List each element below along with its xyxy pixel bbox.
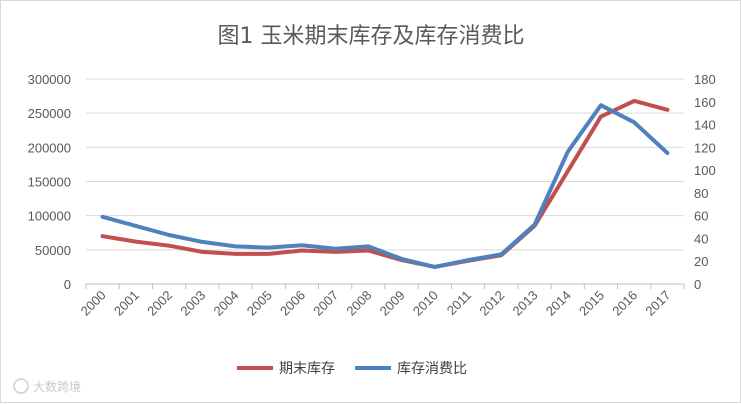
right-tick-label: 60: [694, 209, 708, 224]
x-tick-label: 2013: [510, 288, 541, 319]
left-tick-label: 100000: [28, 209, 71, 224]
x-tick-label: 2014: [543, 288, 574, 319]
series-layer: [103, 101, 668, 267]
x-tick-label: 2012: [476, 288, 507, 319]
x-tick-label: 2000: [78, 288, 109, 319]
gridlines: [86, 79, 684, 250]
right-tick-label: 0: [694, 277, 701, 292]
x-tick-label: 2006: [277, 288, 308, 319]
right-tick-label: 120: [694, 140, 716, 155]
x-tick-label: 2008: [343, 288, 374, 319]
x-tick-label: 2016: [609, 288, 640, 319]
x-tick-label: 2011: [444, 288, 474, 318]
left-tick-label: 300000: [28, 72, 71, 87]
x-tick-label: 2015: [576, 288, 607, 319]
series-line-ending-stocks: [103, 101, 668, 267]
x-tick-label: 2003: [177, 288, 208, 319]
watermark-text: 大数跨境: [33, 379, 81, 394]
x-tick-label: 2009: [377, 288, 408, 319]
x-tick-label: 2004: [211, 288, 242, 319]
watermark-logo-icon: [14, 379, 28, 393]
x-tick-label: 2005: [244, 288, 275, 319]
right-tick-label: 100: [694, 163, 716, 178]
watermark: 大数跨境: [14, 379, 81, 394]
right-tick-label: 140: [694, 118, 716, 133]
left-tick-label: 250000: [28, 106, 71, 121]
right-tick-label: 80: [694, 186, 708, 201]
x-tick-label: 2001: [111, 288, 142, 319]
right-tick-label: 180: [694, 72, 716, 87]
left-tick-label: 0: [64, 277, 71, 292]
left-tick-label: 150000: [28, 175, 71, 190]
right-tick-label: 20: [694, 254, 708, 269]
legend: 期末库存 库存消费比: [237, 361, 467, 377]
legend-label: 库存消费比: [397, 361, 467, 377]
series-line-stock-consumption-ratio: [103, 105, 668, 267]
x-tick-label: 2010: [410, 288, 441, 319]
left-tick-label: 200000: [28, 140, 71, 155]
legend-label: 期末库存: [279, 361, 335, 377]
right-tick-label: 40: [694, 231, 708, 246]
right-tick-label: 160: [694, 95, 716, 110]
x-tick-label: 2007: [310, 288, 341, 319]
x-tick-label: 2017: [642, 288, 673, 319]
x-tick-label: 2002: [144, 288, 175, 319]
chart-title: 图1 玉米期末库存及库存消费比: [218, 24, 525, 49]
left-axis: 0 50000 100000 150000 200000 250000 300000: [28, 72, 71, 292]
left-tick-label: 50000: [35, 243, 71, 258]
right-axis: 0 20 40 60 80 100 120 140 160 180: [694, 72, 716, 292]
